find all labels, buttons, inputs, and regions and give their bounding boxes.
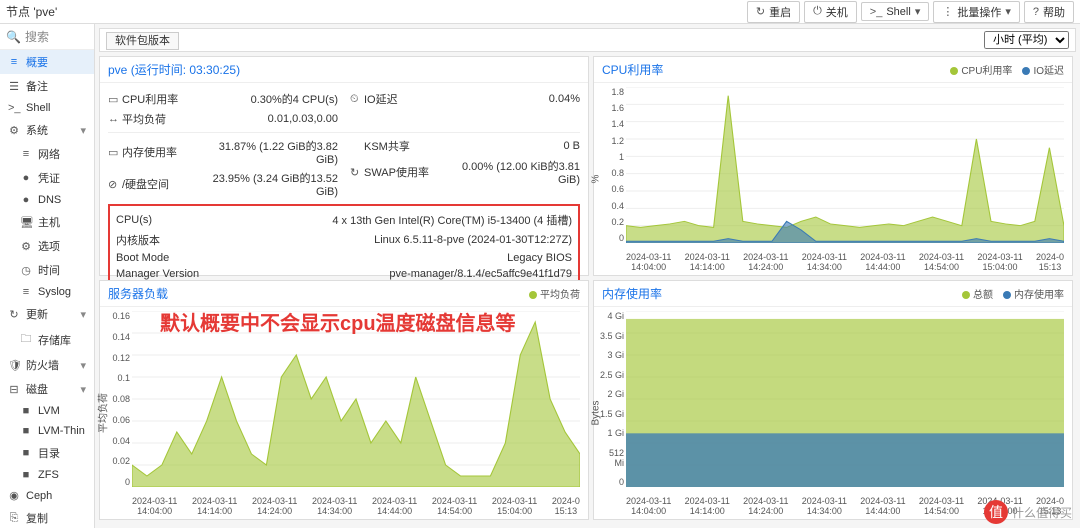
sidebar-item[interactable]: ≡Syslog: [0, 282, 94, 302]
sidebar-item[interactable]: ■LVM: [0, 401, 94, 421]
pkg-version-button[interactable]: 软件包版本: [106, 32, 179, 50]
search-input[interactable]: 🔍搜索: [0, 24, 94, 50]
nav-icon: ≡: [8, 56, 20, 68]
nav-icon: ≡: [20, 148, 32, 160]
nav-icon: ■: [20, 405, 32, 417]
nav-icon: ■: [20, 425, 32, 437]
power-icon: ⏻: [813, 5, 822, 18]
chevron-down-icon: ▾: [80, 124, 86, 137]
nav-icon: >_: [8, 102, 20, 114]
sidebar-item[interactable]: ⊟磁盘▾: [0, 377, 94, 401]
nav-icon: ●: [20, 172, 32, 184]
nav-icon: ⚙: [20, 240, 32, 253]
content: 软件包版本 小时 (平均) pve (运行时间: 03:30:25) ▭CPU利…: [95, 24, 1080, 528]
sidebar-item[interactable]: ●DNS: [0, 190, 94, 210]
sidebar-item[interactable]: ↻更新▾: [0, 302, 94, 326]
sidebar-item[interactable]: ⚙系统▾: [0, 118, 94, 142]
legend-item: IO延迟: [1022, 62, 1064, 77]
nav-icon: 🗀: [20, 330, 32, 349]
sidebar-item[interactable]: ■ZFS: [0, 465, 94, 485]
sysinfo-row: Boot ModeLegacy BIOS: [116, 250, 572, 266]
nav-icon: ◷: [20, 264, 32, 277]
summary-row: ↔平均负荷0.01,0.03,0.00: [108, 109, 338, 129]
legend-item: 平均负荷: [529, 286, 580, 301]
chevron-down-icon: ▾: [80, 359, 86, 372]
timerange-select[interactable]: 小时 (平均): [984, 31, 1069, 49]
content-toolbar: 软件包版本 小时 (平均): [99, 28, 1076, 52]
reboot-button[interactable]: ↻重启: [747, 1, 800, 23]
summary-row: ▭内存使用率31.87% (1.22 GiB的3.82 GiB): [108, 136, 338, 168]
nav-icon: ◉: [8, 489, 20, 502]
sidebar-item[interactable]: ☰备注: [0, 74, 94, 98]
search-icon: 🔍: [6, 30, 21, 44]
shell-icon: >_: [870, 6, 883, 18]
sysinfo-row: 内核版本Linux 6.5.11-8-pve (2024-01-30T12:27…: [116, 230, 572, 250]
summary-row: ▭CPU利用率0.30%的4 CPU(s): [108, 89, 338, 109]
summary-row: ⊘/硬盘空间23.95% (3.24 GiB的13.52 GiB): [108, 168, 338, 200]
nav-icon: ☰: [8, 80, 20, 93]
summary-row: ⏲IO延迟0.04%: [350, 89, 580, 109]
sidebar-item[interactable]: ●凭证: [0, 166, 94, 190]
summary-panel: pve (运行时间: 03:30:25) ▭CPU利用率0.30%的4 CPU(…: [99, 56, 589, 276]
sidebar-item[interactable]: >_Shell: [0, 98, 94, 118]
help-icon: ?: [1033, 6, 1039, 18]
chevron-down-icon: ▾: [915, 5, 921, 18]
chevron-down-icon: ▾: [80, 308, 86, 321]
nav-icon: ⎘: [8, 512, 20, 525]
legend-item: 总额: [962, 286, 993, 301]
nav-icon: ■: [20, 469, 32, 481]
watermark-badge: 值: [984, 500, 1008, 524]
sidebar-item[interactable]: ⎘复制: [0, 506, 94, 528]
sidebar-item[interactable]: ≡概要: [0, 50, 94, 74]
nav-icon: ⚙: [8, 124, 20, 137]
legend-item: 内存使用率: [1003, 286, 1064, 301]
cpu-chart-panel: CPU利用率 CPU利用率IO延迟 % 1.81.61.41.210.80.60…: [593, 56, 1073, 276]
sidebar-item[interactable]: ■目录: [0, 441, 94, 465]
nav-icon: ⊟: [8, 383, 20, 396]
summary-row: KSM共享0 B: [350, 136, 580, 156]
sidebar-item[interactable]: ◉Ceph: [0, 485, 94, 506]
sidebar-item[interactable]: ≡网络: [0, 142, 94, 166]
nav-icon: ↻: [8, 308, 20, 321]
chevron-down-icon: ▾: [1005, 5, 1011, 18]
nav-icon: ≡: [20, 286, 32, 298]
bulk-icon: ⋮: [942, 5, 953, 18]
shutdown-button[interactable]: ⏻关机: [804, 1, 857, 23]
chevron-down-icon: ▾: [80, 383, 86, 396]
summary-header: pve (运行时间: 03:30:25): [100, 57, 588, 83]
sidebar-item[interactable]: ◷时间: [0, 258, 94, 282]
sidebar-item[interactable]: ⚙选项: [0, 234, 94, 258]
node-title: 节点 'pve': [6, 3, 743, 20]
bulk-button[interactable]: ⋮批量操作▾: [933, 1, 1020, 23]
summary-row: ↻SWAP使用率0.00% (12.00 KiB的3.81 GiB): [350, 156, 580, 188]
sidebar-item[interactable]: ■LVM-Thin: [0, 421, 94, 441]
load-chart-panel: 服务器负载 平均负荷 平均负荷 0.160.140.120.10.080.060…: [99, 280, 589, 520]
topbar: 节点 'pve' ↻重启 ⏻关机 >_Shell▾ ⋮批量操作▾ ?帮助: [0, 0, 1080, 24]
nav-icon: 🖥: [20, 216, 32, 229]
sidebar-item[interactable]: 🗀存储库: [0, 326, 94, 353]
watermark: 值 什么值得买: [984, 500, 1072, 524]
sidebar: 🔍搜索 ≡概要☰备注>_Shell⚙系统▾≡网络●凭证●DNS🖥主机⚙选项◷时间…: [0, 24, 95, 528]
nav-icon: ●: [20, 194, 32, 206]
nav-icon: ■: [20, 447, 32, 459]
nav-icon: 🛡: [8, 359, 20, 372]
shell-button[interactable]: >_Shell▾: [861, 2, 930, 21]
legend-item: CPU利用率: [950, 62, 1012, 77]
reboot-icon: ↻: [756, 5, 765, 18]
mem-chart-panel: 内存使用率 总额内存使用率 Bytes 4 Gi3.5 Gi3 Gi2.5 Gi…: [593, 280, 1073, 520]
help-button[interactable]: ?帮助: [1024, 1, 1074, 23]
sidebar-item[interactable]: 🖥主机: [0, 210, 94, 234]
sysinfo-row: CPU(s)4 x 13th Gen Intel(R) Core(TM) i5-…: [116, 210, 572, 230]
sidebar-item[interactable]: 🛡防火墙▾: [0, 353, 94, 377]
